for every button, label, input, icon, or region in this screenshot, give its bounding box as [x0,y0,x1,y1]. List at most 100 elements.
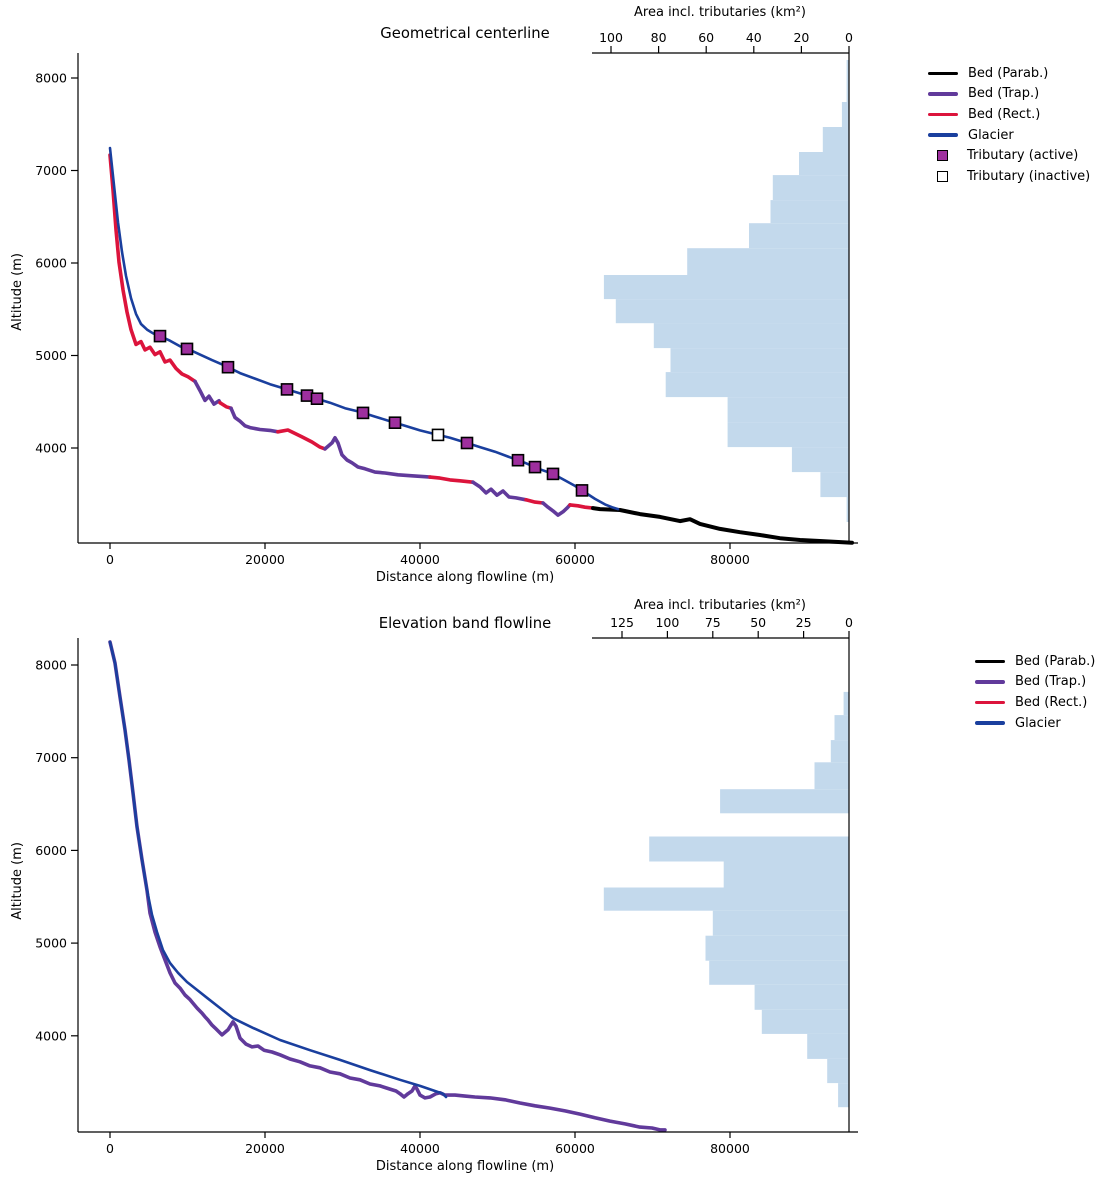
area-histogram-bar [770,200,849,224]
area-histogram-bar [603,275,849,300]
legend-bottom: Bed (Parab.) Bed (Trap.) Bed (Rect.) Glacie… [975,651,1095,733]
legend-line-sample-bed-parab [975,659,1005,664]
x-tick-label: 0 [106,1141,114,1156]
legend-label-bed-trap: Bed (Trap.) [968,86,1040,102]
bed-line-trap [108,640,667,1132]
bed-line-rect [218,400,233,411]
tributary-active-marker [280,383,294,396]
legend-label-bed-parab: Bed (Parab.) [1015,653,1096,669]
tributary-active-marker [528,460,542,474]
area-histogram-bar [727,422,849,448]
x-tick-label: 0 [106,552,114,567]
area-axis-label-bottom: Area incl. tributaries (km²) [634,598,806,613]
area-histogram-bar [720,789,849,814]
area-tick-label: 0 [845,30,853,45]
area-histogram-bar [687,248,849,275]
area-histogram-bar [727,397,849,423]
bed-line-rect [276,428,327,451]
bed-line-rect [568,503,595,510]
y-tick-label: 4000 [35,1028,67,1043]
area-tick-label: 125 [610,615,634,630]
legend-label-glacier: Glacier [1015,715,1061,731]
legend-label-tributary-active: Tributary (active) [967,148,1079,164]
bed-line-rect [428,475,475,485]
y-tick-label: 5000 [35,348,67,363]
y-tick-label: 8000 [35,658,67,673]
glacier-line [108,640,448,1099]
bed-line-rect [108,153,197,384]
y-tick-label: 7000 [35,750,67,765]
x-tick-label: 20000 [245,552,285,567]
legend-line-sample-bed-trap [928,92,958,96]
area-histogram-bar [827,1059,849,1084]
area-histogram-bar [670,348,849,373]
area-histogram-bar [705,935,849,961]
legend-item-bed-rect: Bed (Rect.) [975,692,1095,713]
y-tick-label: 5000 [35,936,67,951]
legend-item-bed-parab: Bed (Parab.) [975,651,1095,672]
legend-marker-sample-tributary-inactive [937,170,948,182]
area-axis-label-top: Area incl. tributaries (km²) [634,5,806,20]
area-histogram-bar [772,175,849,201]
area-histogram-bar [843,691,849,716]
area-histogram-bar [649,836,849,862]
x-axis-label-top: Distance along flowline (m) [375,570,555,585]
x-tick-label: 40000 [400,1141,440,1156]
bed-line-trap [229,406,280,434]
legend-label-bed-rect: Bed (Rect.) [968,106,1041,122]
x-tick-label: 20000 [245,1141,285,1156]
y-axis-label-bottom: Altitude (m) [10,842,25,920]
bed-line-trap [541,501,572,517]
area-histogram-bar [665,372,849,398]
y-tick-label: 8000 [35,71,67,86]
legend-item-bed-parab: Bed (Parab.) [928,63,1090,84]
legend-item-bed-trap: Bed (Trap.) [975,672,1095,693]
area-histogram-bar [841,102,849,127]
legend-line-sample-bed-parab [928,71,958,76]
area-histogram-bar [846,60,849,103]
plot-geometrical-centerline: 0 20000 40000 60000 800008000700060005000400… [35,30,858,567]
area-histogram-bar [838,1083,849,1108]
area-histogram-bar [709,960,849,985]
area-histogram-bar [653,323,849,349]
legend-line-sample-bed-trap [975,680,1005,684]
tributary-active-marker [221,360,235,374]
tributary-active-marker [180,342,194,356]
legend-label-bed-parab: Bed (Parab.) [968,65,1049,81]
tributary-active-marker [460,436,474,450]
legend-label-glacier: Glacier [968,127,1014,143]
legend-line-sample-glacier [975,721,1005,725]
legend-item-tributary-active: Tributary (active) [928,145,1090,166]
bed-line-trap [323,435,432,479]
legend-line-sample-bed-rect [975,700,1005,705]
tributary-inactive-marker [431,428,445,442]
plot-elevation-band-flowline: 0 20000 40000 60000 800008000700060005000400… [35,615,858,1156]
area-tick-label: 80 [651,30,667,45]
legend-label-tributary-inactive: Tributary (inactive) [967,168,1091,184]
y-axis-label-top: Altitude (m) [10,253,25,331]
area-histogram-bar [814,762,849,790]
x-tick-label: 80000 [710,552,750,567]
area-histogram-bar [761,1009,849,1034]
tributary-active-marker [153,329,167,343]
legend-item-glacier: Glacier [975,713,1095,734]
bed-line-parab [591,506,854,545]
area-tick-label: 20 [793,30,809,45]
y-tick-label: 6000 [35,256,67,271]
area-histogram-bar [846,497,849,522]
x-axis-label-bottom: Distance along flowline (m) [375,1159,555,1174]
area-histogram-bar [807,1033,849,1059]
area-histogram-bar [749,223,849,249]
tributary-active-marker [511,453,525,467]
y-tick-label: 7000 [35,163,67,178]
area-histogram-bar [712,910,849,936]
area-tick-label: 40 [746,30,762,45]
x-tick-label: 60000 [555,1141,595,1156]
area-tick-label: 100 [599,30,623,45]
area-histogram-bar [820,472,849,498]
x-tick-label: 60000 [555,552,595,567]
area-tick-label: 0 [845,615,853,630]
area-histogram-bar [791,447,849,473]
